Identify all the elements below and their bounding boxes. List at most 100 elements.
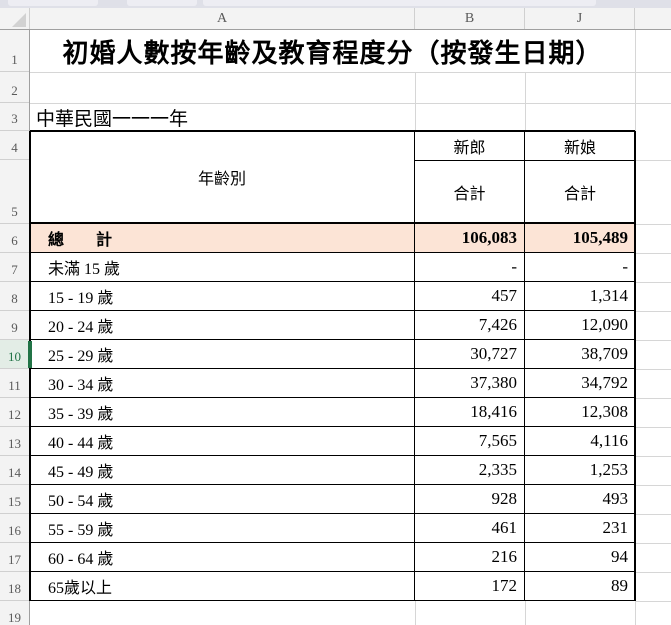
age-group-cell[interactable]: 20 - 24 歲 [30,311,415,339]
row-header-bar: 1 2 3 4 5 6 7 8 9 10 11 12 13 14 15 16 17 18 19 [0,30,30,625]
groom-value-cell[interactable]: - [415,253,525,281]
table-row: 40 - 44 歲 7,565 4,116 [30,427,635,456]
row-header-13[interactable]: 13 [0,427,29,456]
bride-value-cell[interactable]: 34,792 [581,373,628,392]
row-header-12[interactable]: 12 [0,398,29,427]
row-header-8[interactable]: 8 [0,282,29,311]
bride-header-cell[interactable]: 新娘 [525,132,635,161]
groom-value-cell[interactable]: 2,335 [415,456,525,484]
gridline [635,311,671,312]
row-header-11[interactable]: 11 [0,369,29,398]
row-header-19[interactable]: 19 [0,601,29,625]
row-header-9[interactable]: 9 [0,311,29,340]
groom-value-cell[interactable]: 461 [415,514,525,542]
bride-total-header-cell[interactable]: 合計 [563,185,596,203]
table-right-border [634,131,636,601]
groom-value-cell[interactable]: 106,083 [415,224,525,252]
age-group-cell[interactable]: 40 - 44 歲 [30,427,415,455]
gridline [635,160,671,161]
bride-value-cell[interactable]: 12,308 [581,402,628,421]
gridline [30,103,671,104]
row-header-18[interactable]: 18 [0,572,29,601]
groom-value-cell[interactable]: 457 [415,282,525,310]
gridline [415,72,416,131]
column-header-J[interactable]: J [525,8,635,29]
gridline [635,514,671,515]
bride-value-cell[interactable]: 105,489 [572,228,628,247]
age-group-cell[interactable]: 總 計 [30,224,415,252]
subtitle-cell[interactable]: 中華民國一一一年 [36,108,189,130]
bride-value-cell[interactable]: 94 [611,547,628,566]
table-row: 50 - 54 歲 928 493 [30,485,635,514]
bride-value-cell[interactable]: 4,116 [590,431,628,450]
select-all-triangle-icon [12,13,26,27]
groom-value-cell[interactable]: 7,565 [415,427,525,455]
gridline [635,572,671,573]
row-header-10[interactable]: 10 [0,340,29,369]
age-group-cell[interactable]: 15 - 19 歲 [30,282,415,310]
bride-value-cell[interactable]: 493 [602,489,629,508]
groom-value-cell[interactable]: 7,426 [415,311,525,339]
row-header-3[interactable]: 3 [0,103,29,131]
bride-value-cell[interactable]: - [622,257,628,276]
age-group-cell[interactable]: 25 - 29 歲 [30,340,415,368]
age-group-cell[interactable]: 55 - 59 歲 [30,514,415,542]
age-group-cell[interactable]: 45 - 49 歲 [30,456,415,484]
age-group-cell[interactable]: 65歲以上 [30,572,415,600]
row-header-17[interactable]: 17 [0,543,29,572]
age-group-cell[interactable]: 35 - 39 歲 [30,398,415,426]
toolbar-edge [127,0,197,6]
row-header-7[interactable]: 7 [0,253,29,282]
table-row: 55 - 59 歲 461 231 [30,514,635,543]
gridline [635,485,671,486]
bride-value-cell[interactable]: 89 [611,576,628,595]
row-header-16[interactable]: 16 [0,514,29,543]
age-group-header-cell[interactable]: 年齡別 [30,132,415,222]
table-row: 35 - 39 歲 18,416 12,308 [30,398,635,427]
table-row: 30 - 34 歲 37,380 34,792 [30,369,635,398]
column-header-stub[interactable] [635,8,671,29]
bride-value-cell[interactable]: 12,090 [581,315,628,334]
row-header-6[interactable]: 6 [0,224,29,253]
gridline [415,601,416,625]
groom-header-cell[interactable]: 新郎 [415,132,524,161]
groom-value-cell[interactable]: 216 [415,543,525,571]
bride-value-cell[interactable]: 231 [602,518,629,537]
column-header-A[interactable]: A [30,8,415,29]
table-body: 總 計 106,083 105,489 未滿 15 歲 - - 15 - 19 … [30,224,635,601]
gridline [30,72,671,73]
row-header-2[interactable]: 2 [0,72,29,103]
active-cell-indicator [28,341,32,368]
gridline [635,427,671,428]
age-group-cell[interactable]: 未滿 15 歲 [30,253,415,281]
groom-total-header-cell[interactable]: 合計 [453,185,486,203]
table-header: 年齡別 新郎 合計 新娘 合計 [30,130,635,224]
gridline [635,224,671,225]
total-row: 總 計 106,083 105,489 [30,224,635,253]
row-header-4[interactable]: 4 [0,131,29,160]
groom-value-cell[interactable]: 37,380 [415,369,525,397]
row-header-1[interactable]: 1 [0,30,29,72]
groom-value-cell[interactable]: 30,727 [415,340,525,368]
groom-value-cell[interactable]: 18,416 [415,398,525,426]
column-header-B[interactable]: B [415,8,525,29]
bride-value-cell[interactable]: 1,314 [589,286,628,305]
age-group-cell[interactable]: 60 - 64 歲 [30,543,415,571]
title-cell[interactable]: 初婚人數按年齡及教育程度分（按發生日期） [62,37,603,68]
gridline [635,543,671,544]
gridline [635,398,671,399]
gridline [525,72,526,131]
age-group-cell[interactable]: 30 - 34 歲 [30,369,415,397]
row-header-15[interactable]: 15 [0,485,29,514]
row-header-14[interactable]: 14 [0,456,29,485]
groom-value-cell[interactable]: 172 [415,572,525,600]
row-header-5[interactable]: 5 [0,160,29,224]
age-group-cell[interactable]: 50 - 54 歲 [30,485,415,513]
groom-value-cell[interactable]: 928 [415,485,525,513]
bride-value-cell[interactable]: 38,709 [581,344,628,363]
bride-value-cell[interactable]: 1,253 [589,460,628,479]
select-all-button[interactable] [0,8,30,29]
table-row: 15 - 19 歲 457 1,314 [30,282,635,311]
